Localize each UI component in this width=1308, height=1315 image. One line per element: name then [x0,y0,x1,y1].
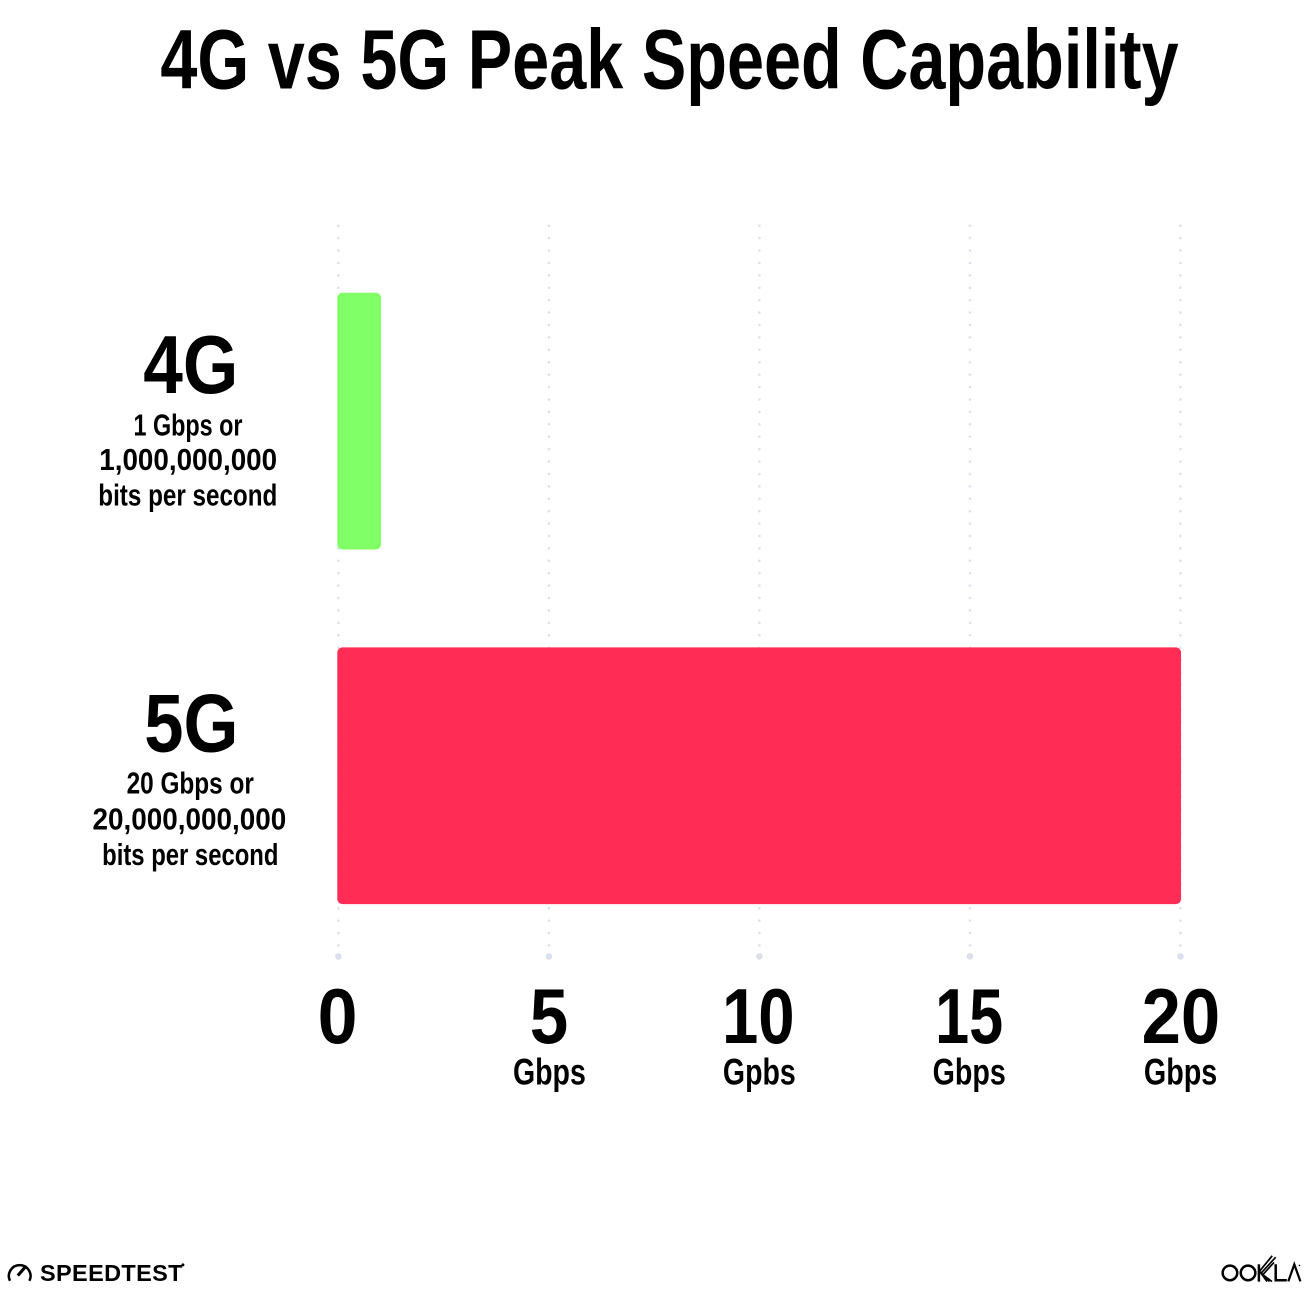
svg-text:Gbps: Gbps [513,1052,586,1093]
svg-text:20,000,000,000: 20,000,000,000 [93,802,287,836]
svg-text:5G: 5G [144,677,238,770]
svg-text:1 Gbps or: 1 Gbps or [133,409,242,443]
svg-text:Gpbs: Gpbs [723,1052,796,1093]
svg-text:bits per second: bits per second [98,479,277,513]
svg-text:4G: 4G [143,318,238,411]
svg-text:bits per second: bits per second [102,838,278,872]
svg-text:10: 10 [722,972,795,1060]
svg-text:SPEEDTEST: SPEEDTEST [40,1260,183,1286]
svg-text:20: 20 [1142,972,1221,1060]
svg-text:5: 5 [530,972,568,1060]
svg-text:Gbps: Gbps [933,1052,1006,1093]
svg-text:Gbps: Gbps [1144,1052,1217,1093]
svg-text:4G vs 5G Peak Speed Capability: 4G vs 5G Peak Speed Capability [160,13,1178,107]
svg-text:15: 15 [935,972,1003,1060]
svg-text:20 Gbps or: 20 Gbps or [127,766,254,800]
svg-text:0: 0 [318,972,358,1060]
svg-text:1,000,000,000: 1,000,000,000 [99,443,277,477]
